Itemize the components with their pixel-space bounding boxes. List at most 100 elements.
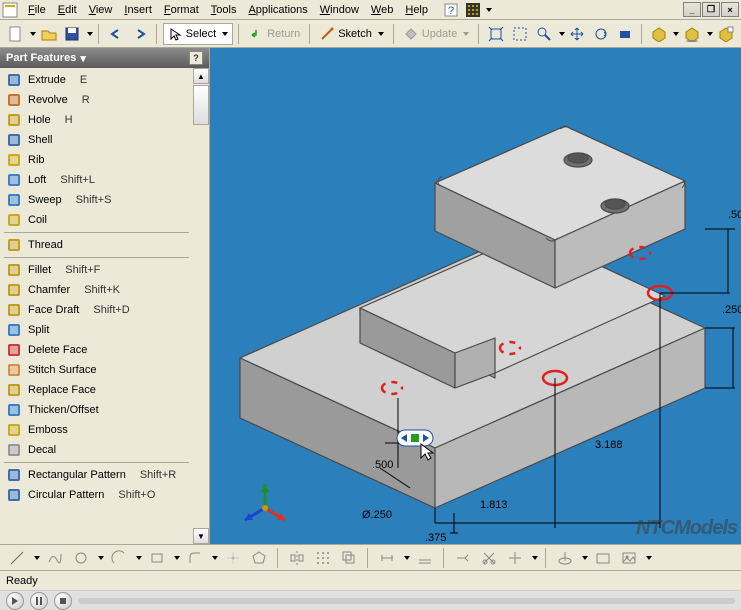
chevron-down-icon[interactable]: [559, 32, 565, 36]
chevron-down-icon[interactable]: [673, 32, 679, 36]
polygon-icon[interactable]: [248, 547, 270, 569]
arc-icon[interactable]: [108, 547, 130, 569]
move-icon[interactable]: [504, 547, 526, 569]
help-icon[interactable]: ?: [440, 0, 462, 21]
feature-decal[interactable]: Decal: [0, 440, 193, 460]
insert-image-icon[interactable]: [618, 547, 640, 569]
sketch-tool[interactable]: Sketch: [316, 23, 388, 45]
menu-web[interactable]: Web: [365, 2, 399, 18]
select-tool[interactable]: Select: [163, 23, 234, 45]
feature-shortcut: H: [65, 114, 73, 126]
feature-circular-pattern[interactable]: Circular PatternShift+O: [0, 485, 193, 505]
chevron-down-icon[interactable]: [87, 32, 93, 36]
feature-fillet[interactable]: FilletShift+F: [0, 260, 193, 280]
new-icon[interactable]: [4, 23, 26, 45]
chevron-down-icon[interactable]: [707, 32, 713, 36]
viewport-3d[interactable]: .500 .375 1.813 3.188 Ø.250 .250 .50: [210, 48, 741, 544]
coil-icon: [6, 212, 22, 228]
grid-btn-icon[interactable]: [462, 0, 484, 21]
feature-shortcut: Shift+K: [84, 284, 120, 296]
rect-icon[interactable]: [146, 547, 168, 569]
menu-file[interactable]: File: [22, 2, 52, 18]
zoom-window-icon[interactable]: [509, 23, 531, 45]
point-icon[interactable]: [222, 547, 244, 569]
dim-text: 1.813: [480, 499, 508, 511]
constrain-icon[interactable]: [414, 547, 436, 569]
pause-button[interactable]: [30, 592, 48, 610]
panel-scrollbar[interactable]: ▲ ▼: [193, 68, 209, 544]
undo-icon[interactable]: [105, 23, 127, 45]
zoom-all-icon[interactable]: [485, 23, 507, 45]
edit-coord-icon[interactable]: [592, 547, 614, 569]
feature-label: Split: [28, 324, 49, 336]
pattern2d-icon[interactable]: [312, 547, 334, 569]
play-button[interactable]: [6, 592, 24, 610]
feature-stitch-surface[interactable]: Stitch Surface: [0, 360, 193, 380]
menu-window[interactable]: Window: [314, 2, 365, 18]
feature-thicken-offset[interactable]: Thicken/Offset: [0, 400, 193, 420]
minimize-button[interactable]: _: [683, 2, 701, 17]
rotate-icon[interactable]: [590, 23, 612, 45]
fillet2d-icon[interactable]: [184, 547, 206, 569]
offset-icon[interactable]: [338, 547, 360, 569]
feature-face-draft[interactable]: Face DraftShift+D: [0, 300, 193, 320]
revolve-icon: [6, 92, 22, 108]
scroll-up-icon[interactable]: ▲: [193, 68, 209, 84]
circle-icon[interactable]: [70, 547, 92, 569]
pan-icon[interactable]: [567, 23, 589, 45]
trim-icon[interactable]: [478, 547, 500, 569]
menu-format[interactable]: Format: [158, 2, 205, 18]
scroll-down-icon[interactable]: ▼: [193, 528, 209, 544]
chevron-down-icon[interactable]: [486, 8, 492, 12]
menu-help[interactable]: Help: [399, 2, 434, 18]
feature-split[interactable]: Split: [0, 320, 193, 340]
line-icon[interactable]: [6, 547, 28, 569]
mirror-icon[interactable]: [286, 547, 308, 569]
feature-thread[interactable]: Thread: [0, 235, 193, 255]
stitch-icon: [6, 362, 22, 378]
open-icon[interactable]: [38, 23, 60, 45]
feature-shortcut: E: [80, 74, 87, 86]
panel-title: Part Features: [6, 52, 76, 64]
redo-icon[interactable]: [129, 23, 151, 45]
feature-replace-face[interactable]: Replace Face: [0, 380, 193, 400]
shadow-icon[interactable]: [681, 23, 703, 45]
menu-insert[interactable]: Insert: [118, 2, 158, 18]
restore-button[interactable]: ❐: [702, 2, 720, 17]
feature-coil[interactable]: Coil: [0, 210, 193, 230]
feature-panel: Part Features ▾ ? ExtrudeERevolveRHoleHS…: [0, 48, 210, 544]
menu-view[interactable]: View: [83, 2, 119, 18]
panel-help-icon[interactable]: ?: [189, 51, 203, 65]
display-mode-icon[interactable]: [648, 23, 670, 45]
spline-icon[interactable]: [44, 547, 66, 569]
feature-revolve[interactable]: RevolveR: [0, 90, 193, 110]
feature-hole[interactable]: HoleH: [0, 110, 193, 130]
scroll-thumb[interactable]: [193, 85, 209, 125]
feature-delete-face[interactable]: Delete Face: [0, 340, 193, 360]
feature-chamfer[interactable]: ChamferShift+K: [0, 280, 193, 300]
save-icon[interactable]: [61, 23, 83, 45]
menu-tools[interactable]: Tools: [205, 2, 243, 18]
menu-applications[interactable]: Applications: [242, 2, 313, 18]
feature-shell[interactable]: Shell: [0, 130, 193, 150]
close-button[interactable]: ×: [721, 2, 739, 17]
zoom-icon[interactable]: [533, 23, 555, 45]
feature-extrude[interactable]: ExtrudeE: [0, 70, 193, 90]
extend-icon[interactable]: [452, 547, 474, 569]
chevron-down-icon[interactable]: [30, 32, 36, 36]
component-icon[interactable]: [715, 23, 737, 45]
panel-header[interactable]: Part Features ▾ ?: [0, 48, 209, 68]
feature-rib[interactable]: Rib: [0, 150, 193, 170]
stop-button[interactable]: [54, 592, 72, 610]
feature-rectangular-pattern[interactable]: Rectangular PatternShift+R: [0, 465, 193, 485]
media-player: [0, 590, 741, 610]
menu-edit[interactable]: Edit: [52, 2, 83, 18]
project-icon[interactable]: [554, 547, 576, 569]
feature-loft[interactable]: LoftShift+L: [0, 170, 193, 190]
seek-bar[interactable]: [78, 598, 735, 604]
feature-sweep[interactable]: SweepShift+S: [0, 190, 193, 210]
dim-icon[interactable]: [376, 547, 398, 569]
feature-emboss[interactable]: Emboss: [0, 420, 193, 440]
lookat-icon[interactable]: [614, 23, 636, 45]
feature-shortcut: Shift+O: [118, 489, 155, 501]
